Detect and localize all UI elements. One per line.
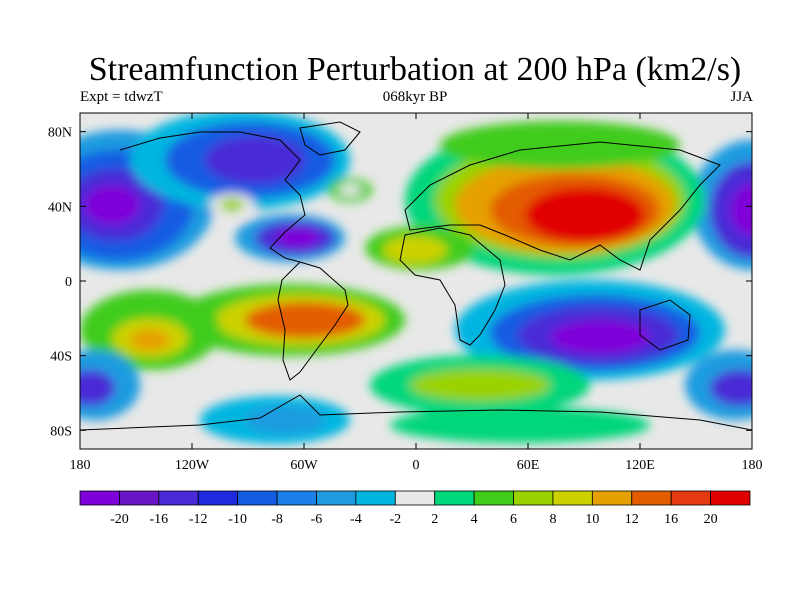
lat-tick-label: 80S bbox=[50, 424, 72, 439]
colorbar: -20 -16 -12 -10 -8 -6 -4 -2 2 4 6 8 10 12 16 20 bbox=[79, 490, 751, 527]
colorbar-label: 10 bbox=[585, 512, 599, 527]
colorbar-swatch bbox=[276, 490, 317, 506]
lon-tick-label: 180 bbox=[70, 458, 91, 473]
north-america-coast bbox=[119, 131, 306, 263]
lon-tick-label: 60W bbox=[290, 458, 318, 473]
eurasia-coast bbox=[404, 141, 721, 271]
colorbar-swatch bbox=[513, 490, 554, 506]
lon-tick-label: 60E bbox=[517, 458, 540, 473]
colorbar-swatch bbox=[591, 490, 633, 506]
map-panel bbox=[79, 112, 753, 450]
lat-tick-label: 80N bbox=[48, 126, 72, 141]
colorbar-label: -10 bbox=[228, 512, 247, 527]
streamfunction-field bbox=[80, 113, 752, 444]
lat-tick-label: 40S bbox=[50, 350, 72, 365]
colorbar-label: 6 bbox=[510, 512, 517, 527]
colorbar-label: 2 bbox=[431, 512, 438, 527]
colorbar-label: 20 bbox=[704, 512, 718, 527]
lat-tick-label: 40N bbox=[48, 200, 72, 215]
colorbar-swatch bbox=[394, 490, 436, 506]
lon-tick-label: 0 bbox=[413, 458, 420, 473]
lat-tick-label: 0 bbox=[65, 275, 72, 290]
colorbar-swatch bbox=[473, 490, 514, 506]
colorbar-swatch bbox=[710, 490, 751, 506]
colorbar-swatch bbox=[552, 490, 593, 506]
lon-tick-label: 120W bbox=[175, 458, 210, 473]
colorbar-swatch bbox=[79, 490, 120, 506]
colorbar-label: -12 bbox=[189, 512, 208, 527]
lon-tick-label: 120E bbox=[625, 458, 655, 473]
africa-coast bbox=[399, 227, 506, 346]
antarctica-coast bbox=[80, 394, 752, 431]
colorbar-swatch bbox=[119, 490, 160, 506]
colorbar-label: 16 bbox=[664, 512, 678, 527]
colorbar-swatch bbox=[197, 490, 239, 506]
colorbar-label: 4 bbox=[471, 512, 478, 527]
colorbar-swatch bbox=[670, 490, 711, 506]
colorbar-swatch bbox=[158, 490, 199, 506]
map-axes: 180 120W 60W 0 60E 120E 180 80N 40N 0 40S 80S bbox=[48, 113, 763, 473]
colorbar-swatch bbox=[434, 490, 475, 506]
lon-tick-label: 180 bbox=[742, 458, 763, 473]
colorbar-label: -2 bbox=[389, 512, 401, 527]
season-label: JJA bbox=[730, 89, 753, 105]
greenland-coast bbox=[299, 121, 361, 156]
colorbar-label: 12 bbox=[625, 512, 639, 527]
colorbar-swatch bbox=[237, 490, 278, 506]
colorbar-swatch bbox=[631, 490, 672, 506]
map-title: Streamfunction Perturbation at 200 hPa (… bbox=[88, 51, 742, 88]
colorbar-label: -6 bbox=[311, 512, 323, 527]
colorbar-label: -4 bbox=[350, 512, 362, 527]
colorbar-label: -8 bbox=[271, 512, 283, 527]
experiment-label: Expt = tdwzT bbox=[80, 89, 163, 105]
coastlines bbox=[80, 121, 752, 431]
colorbar-label: -20 bbox=[110, 512, 129, 527]
period-label: 068kyr BP bbox=[382, 89, 448, 105]
colorbar-swatch bbox=[355, 490, 396, 506]
colorbar-label: 8 bbox=[549, 512, 556, 527]
australia-coast bbox=[639, 299, 691, 351]
colorbar-swatch bbox=[316, 490, 357, 506]
colorbar-label: -16 bbox=[149, 512, 168, 527]
south-america-coast bbox=[277, 261, 349, 381]
